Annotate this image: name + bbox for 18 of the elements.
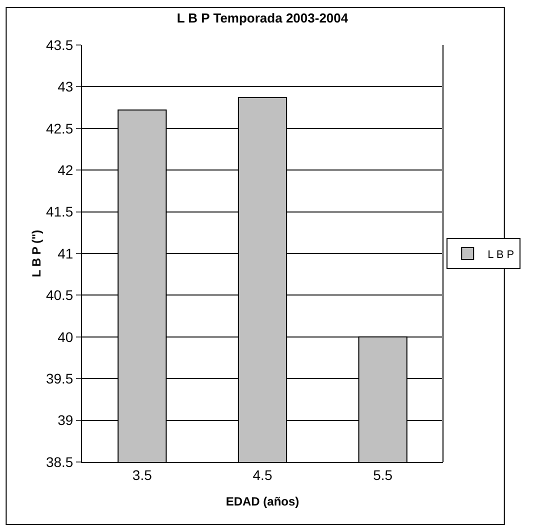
legend-label: L B P <box>488 248 514 261</box>
x-axis-title: EDAD (años) <box>226 494 300 509</box>
x-tick-label: 3.5 <box>132 466 152 483</box>
y-tick-label: 38.5 <box>46 454 74 470</box>
y-tick-label: 39 <box>58 412 74 428</box>
x-tick-label: 4.5 <box>252 466 272 483</box>
y-tick-label: 39.5 <box>46 370 74 386</box>
x-tick-label: 5.5 <box>373 466 393 483</box>
y-tick-label: 41.5 <box>46 204 74 220</box>
y-tick-label: 43.5 <box>46 36 74 53</box>
y-tick-label: 42.5 <box>46 120 74 136</box>
y-tick-label: 42 <box>58 162 74 178</box>
y-tick-label: 41 <box>58 245 74 262</box>
y-tick-label: 40 <box>58 328 74 345</box>
chart-title: L B P Temporada 2003-2004 <box>176 10 349 26</box>
y-tick-label: 43 <box>58 78 74 95</box>
y-axis-title: L B P (") <box>29 230 44 278</box>
y-tick-label: 40.5 <box>46 287 74 304</box>
